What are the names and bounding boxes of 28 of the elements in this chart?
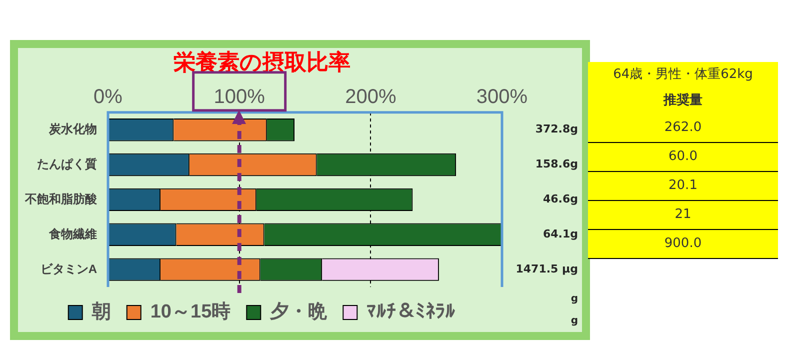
text: 1471.5 μg [516,262,578,276]
text: 60.0 [588,143,778,172]
legend-label: 夕・晩 [269,302,328,323]
chart-title: 栄養素の摂取比率 [174,49,350,74]
text: g [570,316,578,327]
x-tick-label: 0% [94,86,123,108]
legend-label: 10～15時 [150,300,231,323]
text: 262.0 [588,114,778,143]
text: 64.1g [542,227,578,240]
y-tick-label: たんぱく質 [37,157,97,172]
text: 372.8g [535,122,578,136]
text: 900.0 [588,230,778,259]
y-tick-label: 不飽和脂肪酸 [24,192,98,206]
y-tick-label: 食物繊維 [48,226,97,241]
text: 推奨量 [662,92,704,110]
legend-label: ﾏﾙﾁ＆ﾐﾈﾗﾙ [366,302,456,323]
text: 158.6g [535,158,578,171]
legend-label: 朝 [90,300,111,323]
text: 21 [588,201,778,230]
text: 20.1 [588,172,778,201]
x-tick-label: 300% [476,86,528,108]
text: 46.6g [542,192,578,206]
x-tick-label: 100% [214,86,266,108]
y-tick-label: 炭水化物 [48,122,97,136]
text: g [570,294,578,305]
y-tick-label: ビタミンA [40,262,98,276]
text: 64歳・男性・体重62kg [612,66,754,84]
x-tick-label: 200% [345,86,396,108]
